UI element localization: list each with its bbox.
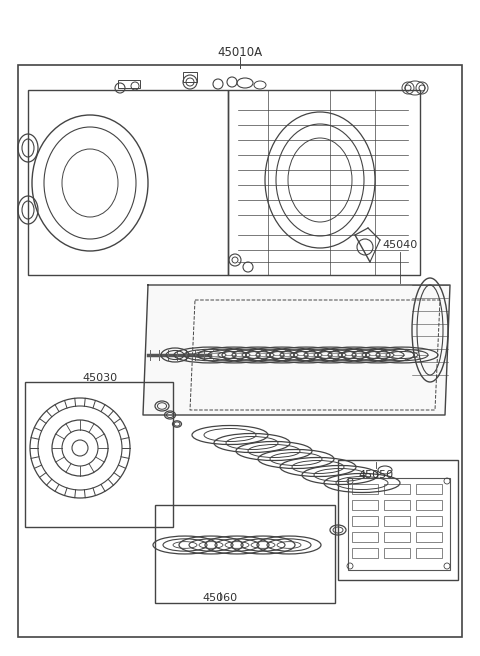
Bar (384, 532, 410, 542)
Bar (25, 382, 173, 527)
Bar (416, 532, 442, 542)
Bar (416, 548, 442, 558)
Text: 45030: 45030 (83, 373, 118, 383)
Text: 45010A: 45010A (217, 45, 263, 58)
Bar (384, 548, 410, 558)
Bar (416, 484, 442, 494)
Bar (118, 80, 140, 88)
Text: 45050: 45050 (359, 470, 394, 480)
Bar (28, 90, 228, 275)
Polygon shape (143, 285, 450, 415)
Bar (228, 90, 420, 275)
Bar (384, 484, 410, 494)
Bar (352, 484, 378, 494)
Text: 45040: 45040 (383, 240, 418, 250)
Bar (18, 65, 462, 637)
Bar (416, 500, 442, 510)
Bar (183, 72, 197, 82)
Bar (352, 532, 378, 542)
Bar (352, 516, 378, 526)
Bar (155, 505, 335, 603)
Bar (384, 500, 410, 510)
Bar (338, 460, 458, 580)
Bar (352, 500, 378, 510)
Bar (384, 516, 410, 526)
Text: 45060: 45060 (203, 593, 238, 603)
Bar (416, 516, 442, 526)
Bar (352, 548, 378, 558)
Bar (348, 478, 450, 570)
